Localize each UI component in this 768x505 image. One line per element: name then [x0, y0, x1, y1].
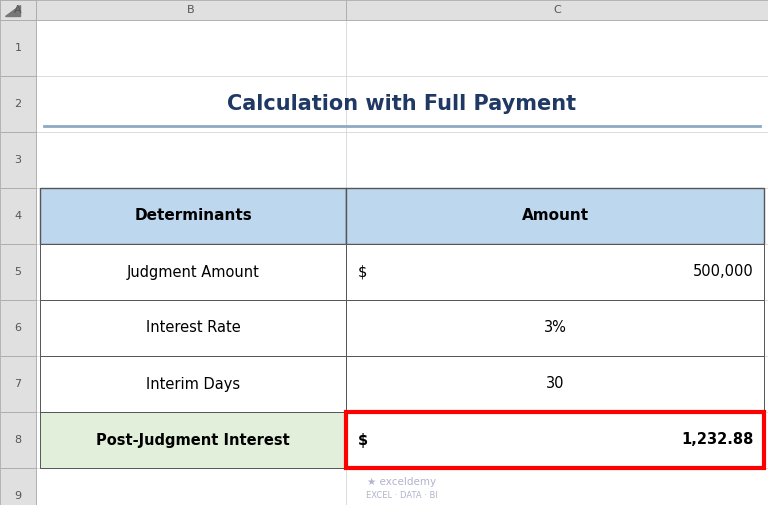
Bar: [36, 356, 346, 412]
Bar: [346, 244, 764, 300]
Bar: [36, 412, 346, 468]
Bar: [0, 0, 36, 20]
Bar: [346, 300, 768, 356]
Text: 1: 1: [15, 43, 22, 53]
Polygon shape: [5, 5, 20, 16]
Text: Determinants: Determinants: [134, 209, 252, 224]
Text: 5: 5: [15, 267, 22, 277]
Text: Judgment Amount: Judgment Amount: [127, 265, 260, 279]
Bar: [346, 188, 764, 244]
Text: 6: 6: [15, 323, 22, 333]
Bar: [0, 76, 36, 132]
Bar: [346, 132, 768, 188]
Text: Interim Days: Interim Days: [146, 377, 240, 391]
Bar: [346, 468, 768, 505]
Bar: [36, 132, 346, 188]
Bar: [0, 412, 36, 468]
Text: Calculation with Full Payment: Calculation with Full Payment: [227, 94, 577, 114]
Bar: [0, 132, 36, 188]
Text: 8: 8: [15, 435, 22, 445]
Bar: [346, 412, 764, 468]
Bar: [36, 468, 346, 505]
Bar: [36, 76, 346, 132]
Bar: [0, 244, 36, 300]
Text: ★ exceldemy: ★ exceldemy: [367, 477, 436, 487]
Text: 4: 4: [15, 211, 22, 221]
Bar: [36, 244, 346, 300]
Text: 9: 9: [15, 491, 22, 501]
Text: Interest Rate: Interest Rate: [146, 321, 240, 335]
Bar: [346, 412, 768, 468]
Text: B: B: [187, 5, 195, 15]
Text: $: $: [358, 265, 367, 279]
Text: 500,000: 500,000: [694, 265, 754, 279]
Bar: [40, 188, 346, 244]
Bar: [36, 188, 346, 244]
Bar: [0, 300, 36, 356]
Text: 3%: 3%: [544, 321, 567, 335]
Text: Post-Judgment Interest: Post-Judgment Interest: [96, 432, 290, 447]
Bar: [40, 300, 346, 356]
Text: 1,232.88: 1,232.88: [682, 432, 754, 447]
Bar: [346, 76, 768, 132]
Text: Amount: Amount: [521, 209, 588, 224]
Bar: [346, 244, 768, 300]
Bar: [346, 0, 768, 20]
Text: 3: 3: [15, 155, 22, 165]
Bar: [0, 468, 36, 505]
Bar: [40, 356, 346, 412]
Bar: [40, 412, 346, 468]
Bar: [36, 300, 346, 356]
Text: 2: 2: [15, 99, 22, 109]
Bar: [346, 356, 768, 412]
Text: A: A: [14, 5, 22, 15]
Text: C: C: [553, 5, 561, 15]
Bar: [40, 244, 346, 300]
Bar: [346, 188, 768, 244]
Bar: [346, 20, 768, 76]
Text: 30: 30: [546, 377, 564, 391]
Text: 7: 7: [15, 379, 22, 389]
Bar: [0, 188, 36, 244]
Bar: [0, 20, 36, 76]
Text: EXCEL · DATA · BI: EXCEL · DATA · BI: [366, 490, 438, 499]
Bar: [0, 0, 36, 20]
Bar: [36, 0, 346, 20]
Text: $: $: [358, 432, 368, 447]
Bar: [346, 412, 764, 468]
Bar: [346, 300, 764, 356]
Bar: [0, 356, 36, 412]
Bar: [36, 20, 346, 76]
Bar: [346, 356, 764, 412]
